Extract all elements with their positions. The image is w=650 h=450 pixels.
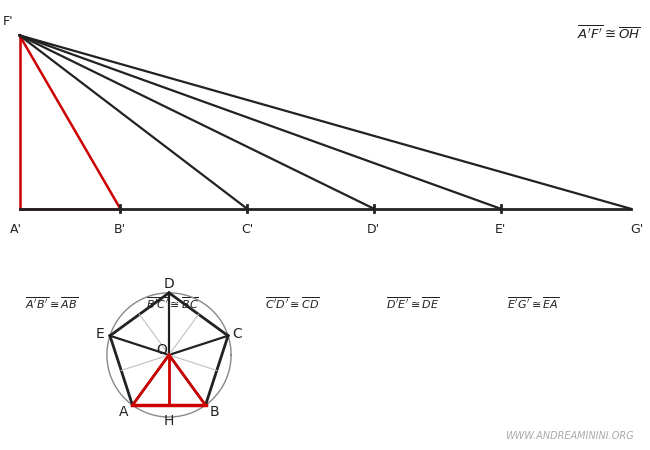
Text: $\overline{A'B'} \cong \overline{AB}$: $\overline{A'B'} \cong \overline{AB}$ (25, 297, 79, 311)
Text: F': F' (3, 15, 13, 28)
Text: A': A' (10, 223, 22, 235)
Text: G': G' (630, 223, 644, 235)
Text: B: B (209, 405, 219, 419)
Text: C': C' (241, 223, 253, 235)
Text: WWW.ANDREAMININI.ORG: WWW.ANDREAMININI.ORG (505, 431, 634, 441)
Text: D: D (164, 277, 174, 291)
Text: $\overline{A'F'} \cong \overline{OH}$: $\overline{A'F'} \cong \overline{OH}$ (577, 25, 640, 42)
Text: C: C (232, 327, 242, 341)
Text: O: O (157, 343, 168, 357)
Text: H: H (164, 414, 174, 428)
Text: E': E' (495, 223, 506, 235)
Text: A: A (119, 405, 129, 419)
Text: B': B' (114, 223, 126, 235)
Text: $\overline{B'C'} \cong \overline{BC}$: $\overline{B'C'} \cong \overline{BC}$ (146, 297, 199, 311)
Text: $\overline{D'E'} \cong \overline{DE}$: $\overline{D'E'} \cong \overline{DE}$ (386, 297, 439, 311)
Text: $\overline{C'D'} \cong \overline{CD}$: $\overline{C'D'} \cong \overline{CD}$ (265, 297, 320, 311)
Text: $\overline{E'G'} \cong \overline{EA}$: $\overline{E'G'} \cong \overline{EA}$ (507, 297, 559, 311)
Text: D': D' (367, 223, 380, 235)
Text: E: E (95, 327, 104, 341)
